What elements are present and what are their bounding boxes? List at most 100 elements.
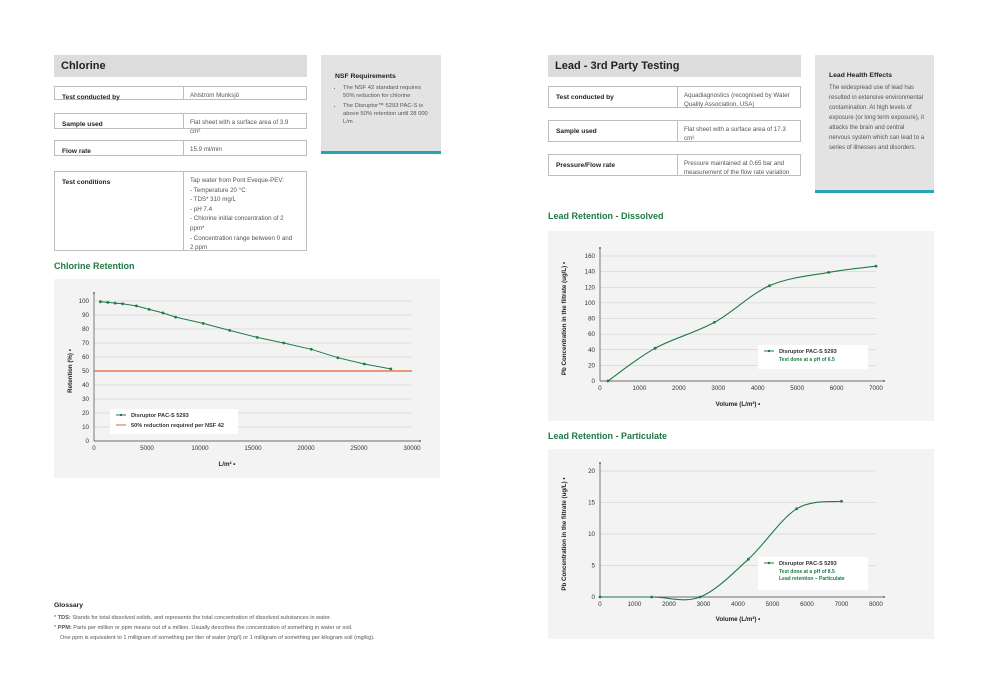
y-tick-label: 160 — [585, 253, 596, 260]
lead-row-sample: Sample used Flat sheet with a surface ar… — [548, 120, 801, 142]
x-tick-label: 7000 — [869, 385, 883, 392]
legend-label: Disruptor PAC-S 5293 — [779, 349, 837, 355]
legend-note: Lead retention – Particulate — [779, 576, 845, 582]
x-tick-label: 2000 — [672, 385, 686, 392]
lead-particulate-chart-title: Lead Retention - Particulate — [548, 431, 668, 441]
data-point — [255, 336, 259, 339]
x-tick-label: 20000 — [297, 445, 315, 452]
legend-note: Test done at a pH of 8.5 — [779, 569, 835, 575]
y-tick-label: 120 — [585, 284, 596, 291]
row-value: 15.9 ml/min — [184, 140, 307, 156]
data-point — [389, 367, 393, 371]
glossary-term: TDS: — [57, 615, 71, 621]
lead-row-test-conducted: Test conducted by Aquadiagnostics (recog… — [548, 86, 801, 108]
legend-label: Disruptor PAC-S 5293 — [131, 413, 189, 419]
x-tick-label: 30000 — [403, 445, 421, 452]
x-tick-label: 6000 — [830, 385, 844, 392]
series-line — [600, 500, 842, 601]
x-tick-label: 2000 — [662, 601, 676, 608]
y-axis-arrow — [599, 462, 601, 464]
data-point — [121, 302, 125, 306]
data-point — [712, 321, 716, 324]
y-axis-arrow — [599, 247, 601, 249]
data-point — [840, 499, 843, 503]
legend-marker — [767, 349, 771, 353]
nsf-bullet: The Disruptor™ 5293 PAC-S is above 50% r… — [343, 102, 433, 126]
x-tick-label: 5000 — [790, 385, 804, 392]
condition-line: - TDS* 310 mg/L — [190, 196, 236, 204]
y-tick-label: 20 — [82, 410, 89, 417]
x-tick-label: 0 — [598, 385, 602, 392]
condition-line: - pH 7.4 — [190, 205, 213, 213]
y-tick-label: 80 — [588, 316, 595, 323]
y-tick-label: 90 — [82, 312, 89, 319]
row-label: Sample used — [54, 113, 184, 129]
y-tick-label: 10 — [82, 424, 89, 431]
y-tick-label: 0 — [592, 378, 596, 385]
legend-box — [758, 345, 868, 369]
data-point — [228, 329, 232, 332]
data-point — [598, 595, 602, 599]
row-label: Test conditions — [54, 171, 184, 251]
x-tick-label: 4000 — [751, 385, 765, 392]
chlorine-row-conditions: Test conditions Tap water from Pont Eveq… — [54, 171, 307, 251]
row-value: Pressure maintained at 0.65 bar and meas… — [678, 154, 801, 176]
x-axis-arrow — [883, 380, 885, 382]
y-tick-label: 30 — [82, 396, 89, 403]
data-point — [336, 356, 340, 360]
lead-dissolved-chart-panel: 0 20 40 60 80 100 120 140 160 0 1000 2000 3000 4000 50… — [548, 231, 934, 421]
y-tick-label: 60 — [588, 331, 595, 338]
x-axis-arrow — [419, 440, 421, 442]
condition-line: 2 ppm — [190, 244, 208, 252]
legend-note: Test done at a pH of 6.5 — [779, 357, 835, 363]
data-point — [827, 271, 831, 274]
data-point — [201, 322, 205, 325]
y-axis-arrow — [93, 292, 95, 294]
x-axis-arrow — [883, 596, 885, 598]
x-tick-label: 5000 — [766, 601, 780, 608]
y-tick-label: 60 — [82, 354, 89, 361]
x-tick-label: 25000 — [350, 445, 368, 452]
row-label: Test conducted by — [54, 86, 184, 101]
legend-marker — [119, 413, 123, 417]
x-tick-label: 3000 — [697, 601, 711, 608]
x-tick-label: 3000 — [711, 385, 725, 392]
legend-label: Disruptor PAC-S 5293 — [779, 561, 837, 567]
y-axis-label: Retention (%) • — [67, 349, 74, 393]
glossary: Glossary * TDS: Stands for total dissolv… — [54, 601, 474, 643]
health-title: Lead Health Effects — [829, 72, 893, 79]
data-point — [768, 284, 771, 288]
y-tick-label: 80 — [82, 326, 89, 333]
lead-particulate-chart-panel: 0 5 10 15 20 0 1000 2000 3000 4000 5000 6000 7000 800… — [548, 449, 934, 639]
row-value: Flat sheet with a surface area of 3.9 cm… — [184, 113, 307, 135]
y-tick-label: 20 — [588, 468, 595, 475]
row-value: Ahlstrom Munksjö — [184, 86, 307, 100]
data-point — [874, 264, 878, 268]
lead-title: Lead - 3rd Party Testing — [548, 55, 801, 77]
y-tick-label: 10 — [588, 531, 595, 538]
x-tick-label: 4000 — [731, 601, 745, 608]
data-point — [174, 315, 178, 319]
legend-box — [758, 557, 868, 590]
row-label: Flow rate — [54, 140, 184, 156]
x-tick-label: 15000 — [244, 445, 262, 452]
y-axis-label: Pb Concentration in the filtrate (ug/L) … — [561, 262, 568, 375]
data-point — [653, 346, 657, 350]
x-axis-label: L/m² • — [219, 461, 236, 468]
nsf-title: NSF Requirements — [335, 73, 396, 80]
x-axis-label: Volume (L/m²) • — [716, 616, 761, 623]
row-value: Tap water from Pont Eveque-PEV: - Temper… — [184, 171, 307, 251]
data-point — [106, 301, 110, 304]
condition-line: ppm* — [190, 224, 205, 232]
condition-line: Tap water from Pont Eveque-PEV: — [190, 177, 285, 184]
glossary-text: Parts per million or ppm means out of a … — [71, 625, 353, 631]
y-tick-label: 100 — [79, 298, 90, 305]
y-tick-label: 140 — [585, 269, 596, 276]
legend-label: 50% reduction required per NSF 42 — [131, 423, 224, 429]
row-value: Flat sheet with a surface area of 17.3 c… — [678, 120, 801, 142]
x-tick-label: 1000 — [633, 385, 647, 392]
chlorine-title: Chlorine — [54, 55, 307, 77]
condition-line: - Temperature 20 °C — [190, 186, 246, 194]
y-tick-label: 50 — [82, 368, 89, 375]
row-label: Test conducted by — [548, 86, 678, 108]
